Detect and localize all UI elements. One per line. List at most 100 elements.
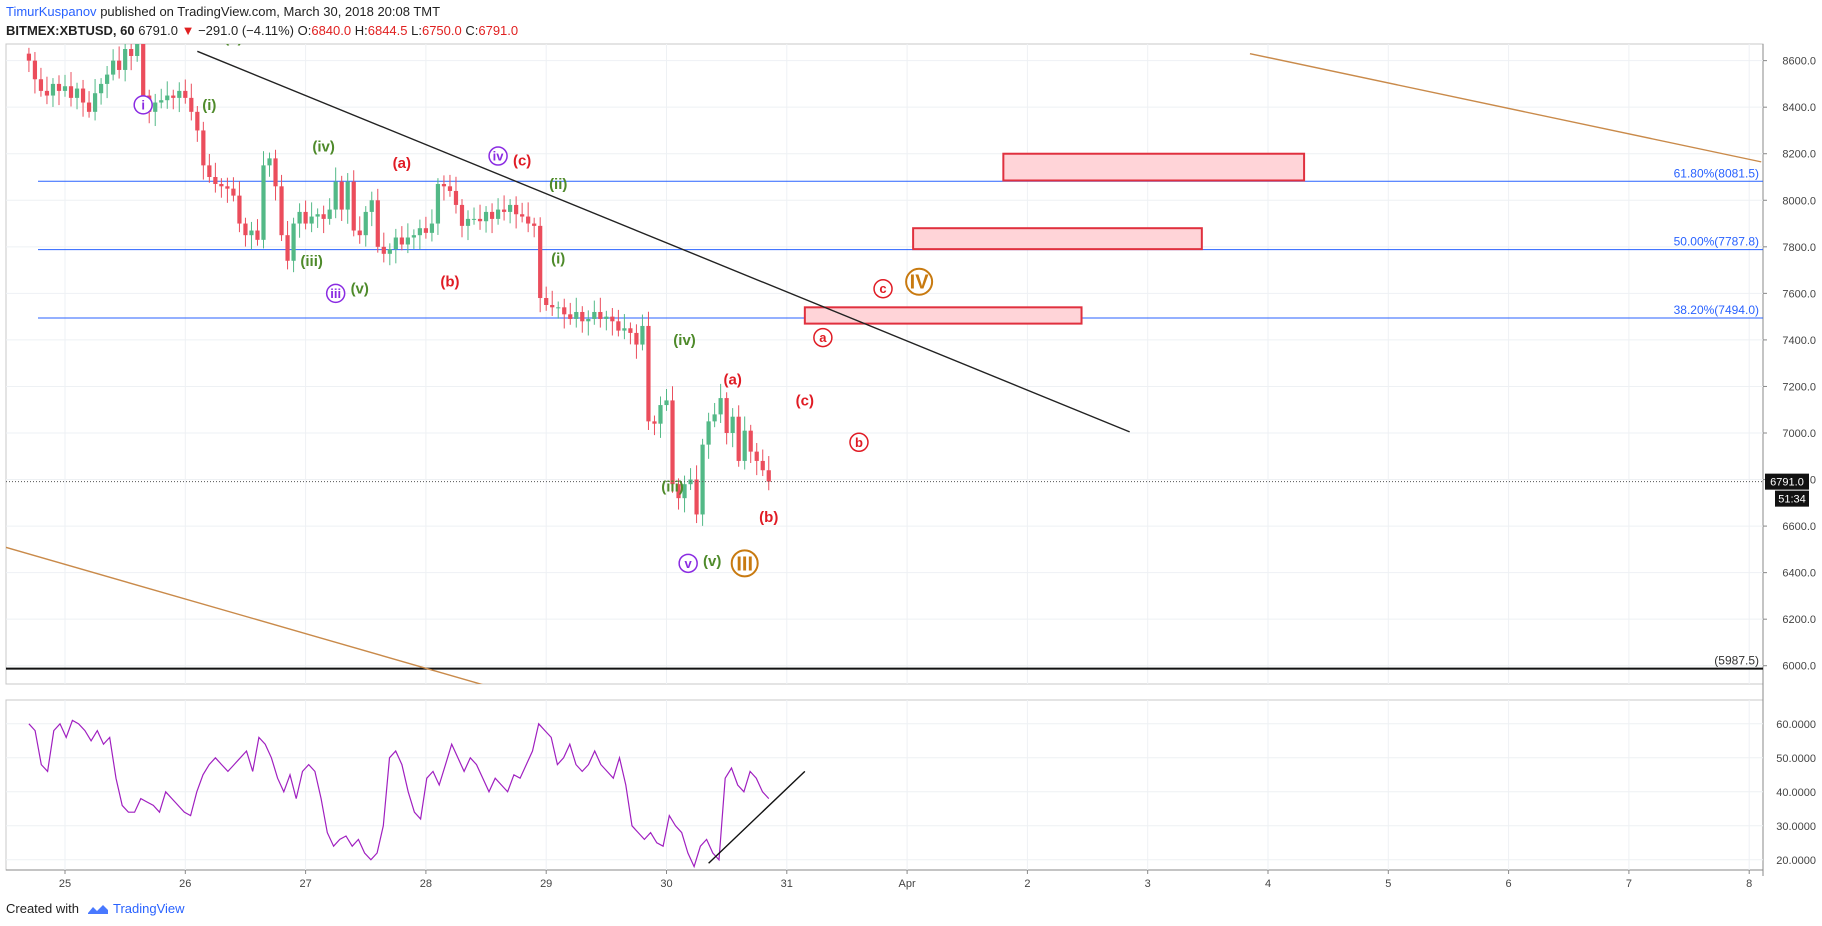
candle-body bbox=[477, 218, 483, 222]
candle bbox=[471, 207, 477, 225]
candle-body bbox=[724, 398, 729, 433]
candle bbox=[477, 204, 483, 230]
candle bbox=[736, 405, 741, 467]
x-tick-label: 26 bbox=[179, 878, 191, 890]
candle-body bbox=[568, 314, 573, 319]
wave-text: (ii) bbox=[549, 176, 567, 193]
candle-body bbox=[604, 316, 609, 319]
candle bbox=[80, 79, 86, 117]
candle-body bbox=[459, 204, 465, 226]
candle bbox=[225, 177, 230, 203]
candle bbox=[255, 219, 260, 246]
wave-label: (b) bbox=[440, 274, 459, 291]
candle bbox=[327, 198, 332, 225]
trendline-descending bbox=[197, 50, 1130, 433]
wave-circle bbox=[488, 146, 508, 166]
candle bbox=[435, 178, 441, 235]
candle-body bbox=[580, 311, 585, 322]
candle-body bbox=[634, 332, 639, 345]
tradingview-link[interactable]: TradingView bbox=[87, 898, 185, 920]
candle bbox=[159, 88, 164, 109]
symbol-line: BITMEX:XBTUSD, 60 6791.0 ▼ −291.0 (−4.11… bbox=[6, 21, 1406, 40]
ohlc-open: 6840.0 bbox=[311, 23, 352, 38]
candle bbox=[652, 415, 657, 436]
candle bbox=[243, 217, 248, 247]
candle bbox=[231, 177, 236, 202]
candle-body bbox=[658, 405, 663, 424]
y-tick-label: 7800.0 bbox=[1782, 242, 1816, 254]
wave-text: (i) bbox=[551, 250, 565, 267]
candle bbox=[592, 300, 597, 325]
candle-body bbox=[129, 49, 134, 56]
y-tick-label: 7600.0 bbox=[1782, 288, 1816, 300]
candle bbox=[429, 209, 435, 242]
candle bbox=[520, 202, 525, 223]
symbol-label[interactable]: BITMEX:XBTUSD, 60 bbox=[6, 23, 135, 38]
candle-body bbox=[26, 53, 32, 61]
candle bbox=[345, 173, 350, 224]
wave-text: (iii) bbox=[661, 479, 684, 496]
candle bbox=[532, 217, 537, 238]
wave-label: (iii) bbox=[300, 253, 323, 270]
wave-label: (ii) bbox=[549, 176, 567, 193]
candle-body bbox=[86, 102, 92, 112]
candle-body bbox=[586, 318, 591, 322]
wave-text: (c) bbox=[796, 392, 814, 409]
candle-body bbox=[501, 209, 507, 212]
rsi-y-tick-label: 60.0000 bbox=[1776, 719, 1816, 731]
candle bbox=[538, 217, 543, 313]
wave-text: (c) bbox=[513, 153, 531, 170]
candle-body bbox=[646, 325, 651, 422]
wave-label: IV bbox=[905, 267, 934, 296]
ohlc-low: 6750.0 bbox=[421, 23, 462, 38]
candle-body bbox=[550, 305, 555, 308]
candle bbox=[351, 170, 356, 237]
publish-info: published on TradingView.com, March 30, … bbox=[100, 4, 441, 19]
candle-body bbox=[538, 225, 543, 299]
candle bbox=[309, 202, 314, 233]
y-tick-label: 8200.0 bbox=[1782, 149, 1816, 161]
candle-body bbox=[243, 223, 248, 236]
x-tick-label: 2 bbox=[1024, 878, 1030, 890]
candle-body bbox=[345, 181, 350, 210]
candle-body bbox=[489, 211, 495, 219]
wave-label: b bbox=[849, 432, 869, 453]
candle-body bbox=[225, 186, 230, 189]
candle bbox=[249, 221, 254, 250]
chart-header: TimurKuspanov published on TradingView.c… bbox=[6, 2, 1406, 42]
candle-body bbox=[670, 400, 675, 485]
author-link[interactable]: TimurKuspanov bbox=[6, 4, 97, 19]
candle-body bbox=[562, 307, 567, 315]
price-level-label: 61.80%(8081.5) bbox=[1674, 166, 1759, 180]
candle bbox=[117, 46, 122, 79]
last-price-label: 6791.0 bbox=[1770, 477, 1804, 489]
y-tick-label: 8400.0 bbox=[1782, 102, 1816, 114]
candle bbox=[417, 219, 422, 250]
candle bbox=[441, 175, 447, 201]
candle bbox=[62, 74, 68, 97]
candle-body bbox=[231, 188, 236, 196]
candle-body bbox=[104, 74, 110, 84]
candle bbox=[754, 443, 759, 476]
candle-body bbox=[201, 130, 206, 166]
wave-label: (b) bbox=[759, 509, 778, 526]
wave-label: (iv) bbox=[673, 332, 696, 349]
candle bbox=[628, 322, 633, 345]
candle bbox=[676, 478, 681, 510]
candle bbox=[363, 206, 368, 247]
candle bbox=[760, 449, 765, 477]
candles bbox=[26, 44, 771, 526]
candle-body bbox=[760, 460, 765, 471]
candle bbox=[706, 412, 711, 459]
candle-body bbox=[56, 83, 62, 91]
candle bbox=[123, 44, 128, 82]
candle bbox=[604, 310, 609, 331]
ohlc-close: 6791.0 bbox=[478, 23, 519, 38]
candle bbox=[405, 223, 410, 254]
candle-body bbox=[273, 158, 278, 187]
x-tick-label: 30 bbox=[660, 878, 672, 890]
candle-body bbox=[219, 183, 224, 187]
x-tick-label: Apr bbox=[899, 878, 916, 890]
candle-body bbox=[628, 328, 633, 333]
